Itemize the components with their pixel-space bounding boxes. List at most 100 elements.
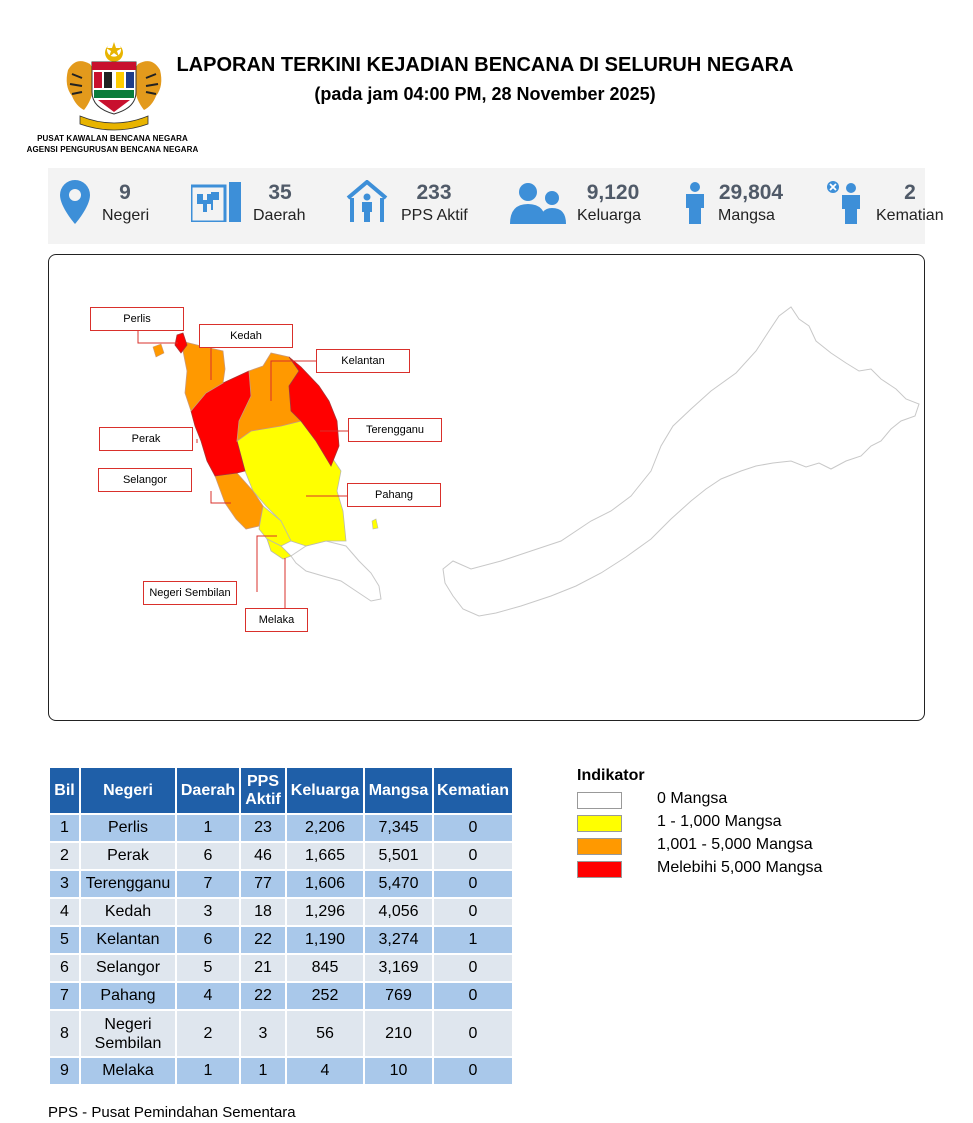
cell-bil: 5 bbox=[50, 927, 79, 953]
terengganu-region bbox=[288, 356, 340, 467]
map-label-kedah: Kedah bbox=[199, 324, 293, 348]
cell-kematian: 0 bbox=[434, 871, 512, 897]
cell-keluarga: 1,606 bbox=[287, 871, 363, 897]
cell-daerah: 4 bbox=[177, 983, 239, 1009]
state-summary-table: Bil Negeri Daerah PPS Aktif Keluarga Mang… bbox=[48, 766, 514, 1086]
cell-bil: 3 bbox=[50, 871, 79, 897]
cell-keluarga: 1,665 bbox=[287, 843, 363, 869]
col-header-kematian: Kematian bbox=[434, 768, 512, 813]
cell-pps: 18 bbox=[241, 899, 285, 925]
col-header-pps-line2: Aktif bbox=[245, 790, 281, 808]
legend-title: Indikator bbox=[577, 767, 645, 784]
cell-negeri-line2: Sembilan bbox=[94, 1034, 162, 1052]
page-title: LAPORAN TERKINI KEJADIAN BENCANA DI SELU… bbox=[176, 54, 794, 76]
col-header-mangsa: Mangsa bbox=[365, 768, 432, 813]
cell-keluarga: 2,206 bbox=[287, 815, 363, 841]
location-pin-icon bbox=[60, 180, 90, 224]
cell-pps: 22 bbox=[241, 983, 285, 1009]
table-row: 1 Perlis 1 23 2,206 7,345 0 bbox=[50, 815, 512, 841]
stat-kematian-value: 2 bbox=[904, 181, 916, 204]
table-row: 8 Negeri Sembilan 2 3 56 210 0 bbox=[50, 1011, 512, 1056]
cell-pps: 21 bbox=[241, 955, 285, 981]
agency-name-line2: AGENSI PENGURUSAN BENCANA NEGARA bbox=[26, 145, 199, 154]
cell-negeri: Kedah bbox=[81, 899, 175, 925]
cell-kematian: 0 bbox=[434, 1058, 512, 1084]
map-label-selangor: Selangor bbox=[98, 468, 192, 492]
map-label-negeri-sembilan: Negeri Sembilan bbox=[143, 581, 237, 605]
legend-swatch-mid bbox=[577, 838, 622, 855]
cell-mangsa: 5,470 bbox=[365, 871, 432, 897]
selangor-region bbox=[214, 472, 264, 530]
table-row: 2 Perak 6 46 1,665 5,501 0 bbox=[50, 843, 512, 869]
stat-keluarga-label: Keluarga bbox=[577, 207, 642, 224]
cell-pps: 23 bbox=[241, 815, 285, 841]
cell-mangsa: 3,169 bbox=[365, 955, 432, 981]
stat-kematian-label: Kematian bbox=[876, 207, 944, 224]
footnote: PPS - Pusat Pemindahan Sementara bbox=[48, 1104, 296, 1121]
map-label-kelantan: Kelantan bbox=[316, 349, 410, 373]
melaka-region bbox=[266, 538, 292, 560]
agency-name-line1: PUSAT KAWALAN BENCANA NEGARA bbox=[37, 134, 188, 143]
cell-kematian: 0 bbox=[434, 815, 512, 841]
sarawak-sabah-region bbox=[442, 306, 920, 617]
cell-bil: 8 bbox=[50, 1011, 79, 1056]
cell-daerah: 5 bbox=[177, 955, 239, 981]
cell-mangsa: 5,501 bbox=[365, 843, 432, 869]
cell-mangsa: 210 bbox=[365, 1011, 432, 1056]
stat-mangsa-label: Mangsa bbox=[718, 207, 775, 224]
cell-negeri: Melaka bbox=[81, 1058, 175, 1084]
cell-negeri: Perak bbox=[81, 843, 175, 869]
stat-pps-value: 233 bbox=[416, 181, 452, 204]
cell-pps: 1 bbox=[241, 1058, 285, 1084]
col-header-keluarga: Keluarga bbox=[287, 768, 363, 813]
cell-daerah: 6 bbox=[177, 927, 239, 953]
cell-mangsa: 3,274 bbox=[365, 927, 432, 953]
map-label-perlis: Perlis bbox=[90, 307, 184, 331]
cell-keluarga: 252 bbox=[287, 983, 363, 1009]
cell-bil: 2 bbox=[50, 843, 79, 869]
cell-pps: 3 bbox=[241, 1011, 285, 1056]
cell-kematian: 0 bbox=[434, 955, 512, 981]
kedah-region bbox=[180, 340, 226, 412]
cell-daerah: 3 bbox=[177, 899, 239, 925]
cell-negeri: Kelantan bbox=[81, 927, 175, 953]
langkawi-island bbox=[152, 343, 165, 358]
legend-swatch-none bbox=[577, 792, 622, 809]
stat-daerah-value: 35 bbox=[268, 181, 292, 204]
death-icon bbox=[827, 181, 860, 224]
cell-daerah: 2 bbox=[177, 1011, 239, 1056]
map-label-perak: Perak bbox=[99, 427, 193, 451]
cell-daerah: 1 bbox=[177, 815, 239, 841]
tioman-island bbox=[371, 518, 379, 530]
table-row: 6 Selangor 5 21 845 3,169 0 bbox=[50, 955, 512, 981]
cell-keluarga: 1,296 bbox=[287, 899, 363, 925]
legend-label-none: 0 Mangsa bbox=[657, 790, 728, 807]
table-row: 5 Kelantan 6 22 1,190 3,274 1 bbox=[50, 927, 512, 953]
col-header-pps: PPS Aktif bbox=[241, 768, 285, 813]
summary-stats-bar: 9 Negeri 35 Daerah 233 PPS Aktif 9,120 K… bbox=[48, 168, 944, 244]
cell-mangsa: 769 bbox=[365, 983, 432, 1009]
cell-mangsa: 7,345 bbox=[365, 815, 432, 841]
cell-daerah: 7 bbox=[177, 871, 239, 897]
cell-negeri: Negeri Sembilan bbox=[81, 1011, 175, 1056]
stat-daerah-label: Daerah bbox=[253, 207, 306, 224]
legend-label-low: 1 - 1,000 Mangsa bbox=[657, 813, 782, 830]
cell-negeri: Terengganu bbox=[81, 871, 175, 897]
cell-bil: 1 bbox=[50, 815, 79, 841]
cell-bil: 9 bbox=[50, 1058, 79, 1084]
stat-keluarga-value: 9,120 bbox=[586, 181, 640, 204]
family-icon bbox=[510, 183, 566, 224]
cell-negeri: Pahang bbox=[81, 983, 175, 1009]
cell-bil: 7 bbox=[50, 983, 79, 1009]
cell-mangsa: 4,056 bbox=[365, 899, 432, 925]
cell-pps: 46 bbox=[241, 843, 285, 869]
table-row: 7 Pahang 4 22 252 769 0 bbox=[50, 983, 512, 1009]
map-label-melaka: Melaka bbox=[245, 608, 308, 632]
legend-label-high: Melebihi 5,000 Mangsa bbox=[657, 859, 823, 876]
stat-negeri-label: Negeri bbox=[102, 207, 150, 224]
disaster-map: Perlis Kedah Kelantan Terengganu Perak P… bbox=[48, 254, 925, 721]
col-header-bil: Bil bbox=[50, 768, 79, 813]
table-row: 9 Melaka 1 1 4 10 0 bbox=[50, 1058, 512, 1084]
page-subtitle: (pada jam 04:00 PM, 28 November 2025) bbox=[314, 84, 656, 104]
cell-bil: 4 bbox=[50, 899, 79, 925]
